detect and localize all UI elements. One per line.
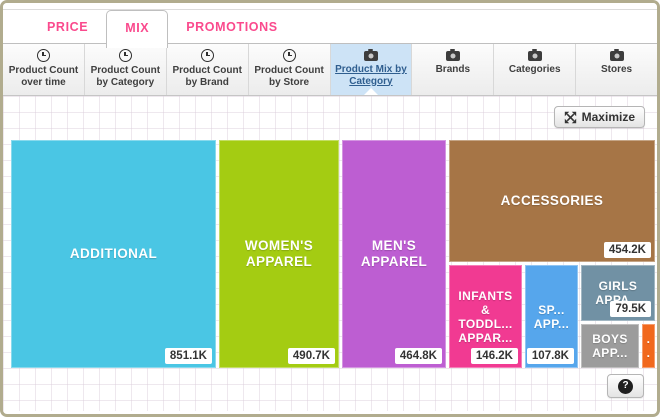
toolbar-button-label: Product Count over time	[8, 65, 79, 88]
tile-label: WOMEN'S APPAREL	[244, 238, 314, 269]
tile-value-badge: 107.8K	[526, 348, 574, 364]
toolbar-button-label: Stores	[601, 64, 633, 75]
tile-value-badge: 146.2K	[470, 348, 518, 364]
tab-promotions[interactable]: PROMOTIONS	[186, 19, 278, 34]
tab-mix[interactable]: MIX	[106, 10, 169, 48]
treemap-tile-women-s-apparel[interactable]: WOMEN'S APPAREL 490.7K	[219, 140, 339, 368]
tab-price[interactable]: PRICE	[47, 19, 89, 34]
toolbar-button-label: Categories	[508, 64, 561, 75]
tile-label: INFANTS & TODDL... APPAR...	[458, 288, 513, 345]
clock-icon	[118, 49, 132, 62]
treemap-tile-item[interactable]: ..	[642, 324, 655, 368]
toolbar-button-product-count-over-time[interactable]: Product Count over time	[3, 44, 85, 95]
toolbar-button-label: Product Count by Store	[254, 65, 324, 88]
tile-label: ..	[646, 332, 651, 360]
camera-icon	[363, 49, 378, 61]
toolbar-button-product-count-by-brand[interactable]: Product Count by Brand	[167, 44, 249, 95]
treemap-tile-sp-app[interactable]: SP... APP... 107.8K	[525, 265, 578, 368]
tile-label: BOYS APP...	[592, 332, 628, 360]
toolbar: Product Count over time Product Count by Ca…	[3, 44, 657, 96]
treemap-tile-additional[interactable]: ADDITIONAL 851.1K	[11, 140, 216, 368]
expand-arrows-icon	[564, 111, 577, 124]
toolbar-button-label: Brands	[435, 64, 471, 75]
tile-value-badge: 454.2K	[603, 242, 651, 258]
treemap-tile-infants-toddl-appar[interactable]: INFANTS & TODDL... APPAR... 146.2K	[449, 265, 522, 368]
camera-icon	[609, 49, 624, 61]
tile-value-badge: 490.7K	[287, 348, 335, 364]
tab-bar: PRICE MIX PROMOTIONS	[3, 3, 657, 48]
treemap-tile-girls-appa[interactable]: GIRLS APPA... 79.5K	[581, 265, 655, 321]
help-button[interactable]: ?	[607, 374, 644, 398]
treemap-tile-boys-app[interactable]: BOYS APP...	[581, 324, 639, 368]
tile-value-badge: 851.1K	[164, 348, 212, 364]
tile-value-badge: 79.5K	[610, 301, 651, 317]
help-label: ?	[622, 380, 629, 391]
toolbar-button-product-mix-by-category[interactable]: Product Mix by Category	[330, 44, 413, 95]
tile-label: ACCESSORIES	[500, 193, 604, 208]
toolbar-button-categories[interactable]: Categories	[494, 44, 577, 95]
toolbar-button-label: Product Mix by Category	[335, 64, 407, 87]
tile-label: MEN'S APPAREL	[360, 238, 428, 269]
maximize-button[interactable]: Maximize	[553, 106, 645, 128]
camera-icon	[527, 49, 542, 61]
toolbar-button-brands[interactable]: Brands	[412, 44, 495, 95]
toolbar-button-product-count-by-store[interactable]: Product Count by Store	[249, 44, 331, 95]
toolbar-button-label: Product Count by Brand	[172, 65, 242, 88]
camera-icon	[445, 49, 460, 61]
selected-pointer-notch	[363, 88, 378, 95]
treemap: ADDITIONAL 851.1K WOMEN'S APPAREL 490.7K MEN'…	[11, 140, 655, 368]
tab-bar-divider	[3, 9, 657, 10]
clock-icon	[36, 49, 50, 62]
tile-label: ADDITIONAL	[69, 246, 158, 261]
toolbar-button-label: Product Count by Category	[90, 65, 161, 88]
treemap-tile-men-s-apparel[interactable]: MEN'S APPAREL 464.8K	[342, 140, 446, 368]
clock-icon	[282, 49, 296, 62]
clock-icon	[200, 49, 214, 62]
maximize-label: Maximize	[581, 110, 635, 124]
treemap-tile-accessories[interactable]: ACCESSORIES 454.2K	[449, 140, 655, 262]
toolbar-button-stores[interactable]: Stores	[576, 44, 657, 95]
tile-value-badge: 464.8K	[394, 348, 442, 364]
tile-label: SP... APP...	[533, 302, 570, 331]
chart-canvas: Maximize ADDITIONAL 851.1K WOMEN'S APPAREL 4…	[3, 96, 657, 411]
toolbar-button-product-count-by-category[interactable]: Product Count by Category	[85, 44, 167, 95]
question-mark-icon: ?	[618, 378, 633, 394]
